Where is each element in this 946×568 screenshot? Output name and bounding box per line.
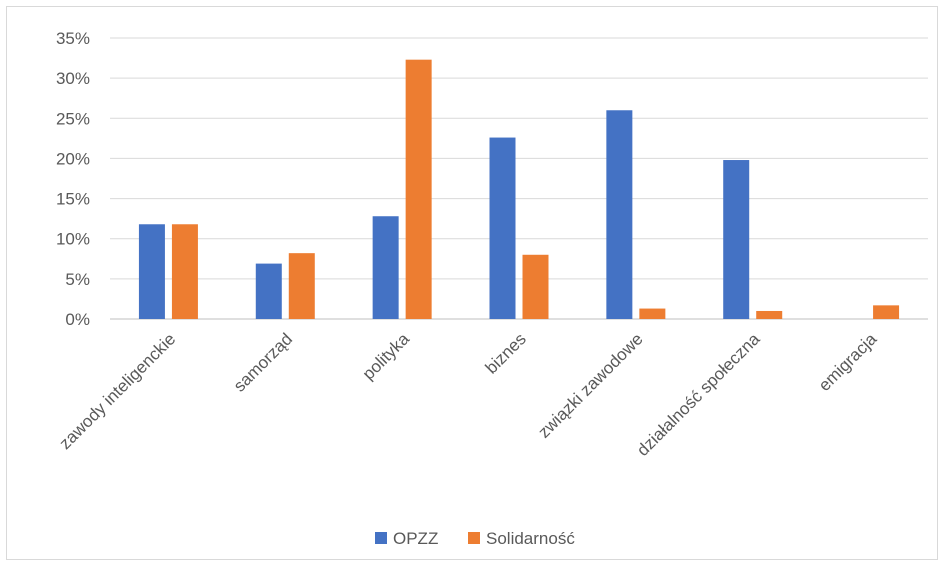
y-tick-label: 30% xyxy=(56,69,90,88)
bar-solidarnosc xyxy=(522,254,549,319)
x-category-label: polityka xyxy=(359,329,414,384)
x-category-label: samorząd xyxy=(230,329,296,395)
y-tick-label: 20% xyxy=(56,149,90,168)
legend: OPZZ Solidarność xyxy=(375,529,575,548)
x-category-label: zawody inteligenckie xyxy=(56,329,180,453)
legend-label-opzz: OPZZ xyxy=(393,529,438,548)
y-tick-label: 10% xyxy=(56,230,90,249)
y-axis-ticks: 0% 5% 10% 15% 20% 25% 30% 35% xyxy=(56,29,90,329)
x-axis-categories: zawody inteligenckie samorząd polityka bizn… xyxy=(56,329,881,460)
bar-solidarnosc xyxy=(756,310,783,319)
bar-opzz xyxy=(372,216,399,319)
x-category-label: emigracja xyxy=(815,329,881,395)
x-category-label: biznes xyxy=(482,329,530,377)
grid-lines xyxy=(110,37,928,320)
bar-solidarnosc xyxy=(873,305,900,319)
bar-solidarnosc xyxy=(405,59,432,319)
y-tick-label: 15% xyxy=(56,190,90,209)
legend-swatch-opzz xyxy=(375,532,387,544)
legend-label-solidarnosc: Solidarność xyxy=(486,529,575,548)
bar-opzz xyxy=(606,110,633,319)
bar-solidarnosc xyxy=(639,308,666,319)
y-tick-label: 35% xyxy=(56,29,90,48)
bar-opzz xyxy=(255,263,282,319)
y-tick-label: 5% xyxy=(65,270,90,289)
legend-swatch-solidarnosc xyxy=(468,532,480,544)
x-category-label: działalność społeczna xyxy=(633,329,764,460)
bar-solidarnosc xyxy=(288,253,315,319)
bar-opzz xyxy=(138,224,165,319)
bar-opzz xyxy=(489,137,516,319)
bars xyxy=(138,59,900,319)
bar-solidarnosc xyxy=(171,224,198,319)
bar-opzz xyxy=(723,160,750,319)
y-tick-label: 0% xyxy=(65,310,90,329)
x-category-label: związki zawodowe xyxy=(534,329,646,441)
y-tick-label: 25% xyxy=(56,109,90,128)
